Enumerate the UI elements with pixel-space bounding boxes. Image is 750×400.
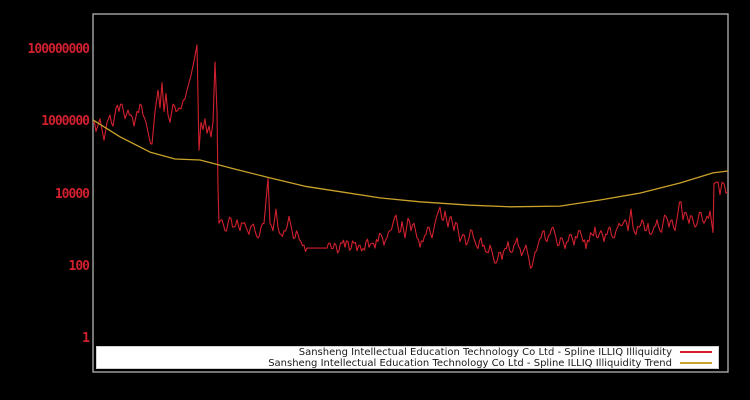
y-tick-label: 1000000 bbox=[41, 114, 90, 130]
legend: Sansheng Intellectual Education Technolo… bbox=[96, 346, 719, 369]
legend-swatch-illiquidity-icon bbox=[680, 351, 712, 353]
y-tick-label: 100000000 bbox=[27, 42, 90, 58]
legend-label-illiquidity: Sansheng Intellectual Education Technolo… bbox=[298, 346, 672, 358]
legend-entry-trend: Sansheng Intellectual Education Technolo… bbox=[97, 358, 718, 369]
y-tick-label: 100 bbox=[68, 258, 90, 274]
illiquidity-line bbox=[93, 44, 729, 269]
legend-label-trend: Sansheng Intellectual Education Technolo… bbox=[268, 357, 672, 369]
legend-swatch-trend-icon bbox=[680, 362, 712, 364]
y-tick-label: 1 bbox=[82, 331, 90, 346]
legend-entry-illiquidity: Sansheng Intellectual Education Technolo… bbox=[97, 347, 718, 358]
plot-border bbox=[92, 13, 729, 373]
trend-line bbox=[92, 119, 729, 208]
y-tick-label: 10000 bbox=[54, 186, 90, 202]
y-axis: 1 100 10000 1000000 100000000 bbox=[0, 0, 90, 400]
